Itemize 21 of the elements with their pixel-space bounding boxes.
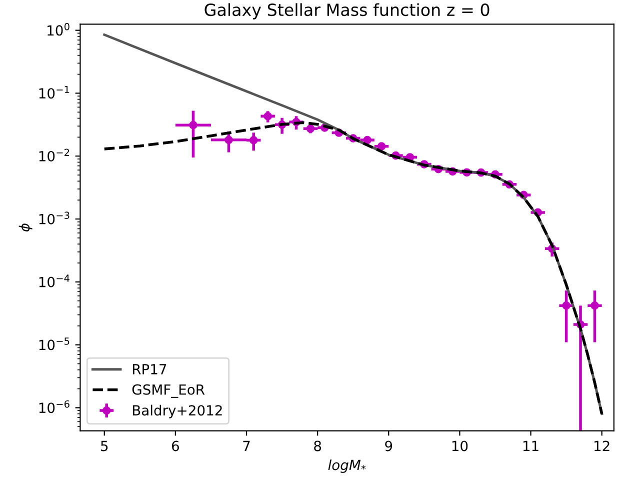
- legend-label: GSMF_EoR: [132, 384, 205, 398]
- y-tick-label: 10$^{−5}$: [39, 338, 70, 350]
- y-tick-label: 10$^{0}$: [48, 22, 70, 36]
- y-tick-label: 10$^{−1}$: [39, 86, 70, 99]
- y-tick-label: 10$^{−4}$: [39, 274, 70, 288]
- x-tick-label: 11: [523, 440, 538, 452]
- chart-title: Galaxy Stellar Mass function z = 0: [204, 3, 490, 20]
- x-tick-label: 8: [314, 440, 322, 452]
- y-tick-label: 10$^{−2}$: [39, 148, 70, 162]
- y-tick-label: 10$^{−6}$: [39, 400, 70, 414]
- x-tick-label: 7: [243, 440, 250, 452]
- y-axis-title: ϕ: [18, 224, 32, 232]
- legend-label: Baldry+2012: [132, 404, 222, 418]
- x-tick-label: 12: [594, 440, 610, 452]
- y-tick-label: 10$^{−3}$: [39, 212, 70, 224]
- x-axis-title: logM$_{*}$: [328, 459, 366, 473]
- x-tick-label: 9: [385, 440, 392, 452]
- x-tick-label: 10: [452, 440, 468, 452]
- x-tick-label: 5: [101, 440, 108, 452]
- x-tick-label: 6: [172, 440, 179, 452]
- legend-label: RP17: [132, 364, 166, 374]
